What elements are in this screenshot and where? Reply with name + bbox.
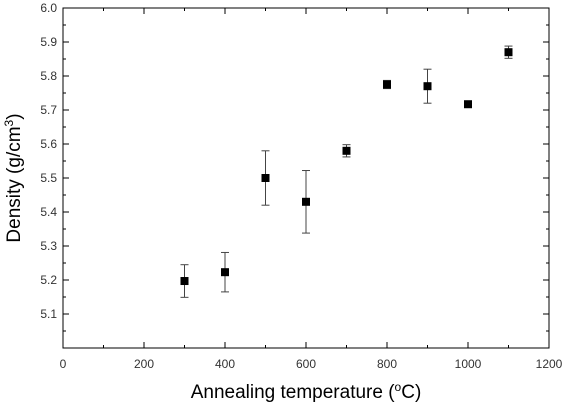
data-point [302,197,310,206]
y-tick-label: 5.3 [40,239,57,253]
data-markers [180,48,513,286]
y-tick-label: 5.2 [40,273,57,287]
x-tick-labels: 0 200 400 600 800 1000 1200 [60,357,563,371]
y-axis-title: Density (g/cm3) [2,113,25,242]
x-tick-label: 1200 [536,357,563,371]
y-tick-label: 5.4 [40,205,57,219]
data-point [464,100,472,109]
x-tick-label: 1000 [455,357,482,371]
y-tick-label: 5.9 [40,35,57,49]
y-tick-labels: 5.1 5.2 5.3 5.4 5.5 5.6 5.7 5.8 5.9 6.0 [40,1,57,321]
y-tick-label: 5.5 [40,171,57,185]
y-tick-label: 5.1 [40,307,57,321]
data-point [342,146,351,155]
data-point [180,277,189,286]
error-bars [180,45,513,298]
x-tick-label: 400 [215,357,235,371]
x-axis-title-unit: C) [401,382,421,403]
data-point [261,174,270,182]
y-axis-title-exponent: 3 [2,119,16,126]
x-tick-label: 0 [60,357,67,371]
minor-ticks [63,8,549,348]
x-tick-label: 800 [377,357,397,371]
y-tick-label: 5.6 [40,137,57,151]
x-tick-label: 200 [134,357,154,371]
x-tick-label: 600 [296,357,316,371]
x-axis-title-degree: o [395,380,402,394]
y-axis-title-end: ) [4,113,25,119]
y-tick-label: 6.0 [40,1,57,15]
data-point [504,48,513,57]
x-axis-title-main: Annealing temperature ( [191,382,396,403]
y-tick-label: 5.8 [40,69,57,83]
y-tick-label: 5.7 [40,103,57,117]
data-point [423,82,432,91]
data-point [383,80,391,89]
data-point [221,268,229,277]
x-axis-title: Annealing temperature (oC) [191,380,422,403]
major-ticks [62,7,550,348]
y-axis-title-main: Density (g/cm [4,126,25,242]
